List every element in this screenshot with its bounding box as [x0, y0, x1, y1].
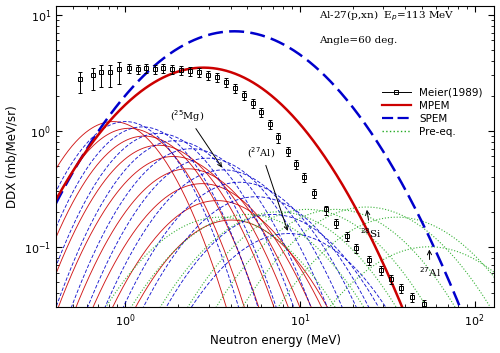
Text: ($^{25}$Mg): ($^{25}$Mg): [170, 108, 222, 167]
Text: $^{27}$Al: $^{27}$Al: [419, 251, 441, 279]
Text: Al-27(p,xn)  E$_p$=113 MeV: Al-27(p,xn) E$_p$=113 MeV: [319, 8, 454, 23]
Y-axis label: DDX (mb/MeV/sr): DDX (mb/MeV/sr): [6, 105, 18, 208]
X-axis label: Neutron energy (MeV): Neutron energy (MeV): [210, 334, 340, 347]
Legend: Meier(1989), MPEM, SPEM, Pre-eq.: Meier(1989), MPEM, SPEM, Pre-eq.: [378, 83, 487, 141]
Text: ($^{27}$Al): ($^{27}$Al): [248, 145, 288, 230]
Text: Angle=60 deg.: Angle=60 deg.: [319, 36, 398, 45]
Text: $^{28}$Si: $^{28}$Si: [360, 211, 382, 240]
